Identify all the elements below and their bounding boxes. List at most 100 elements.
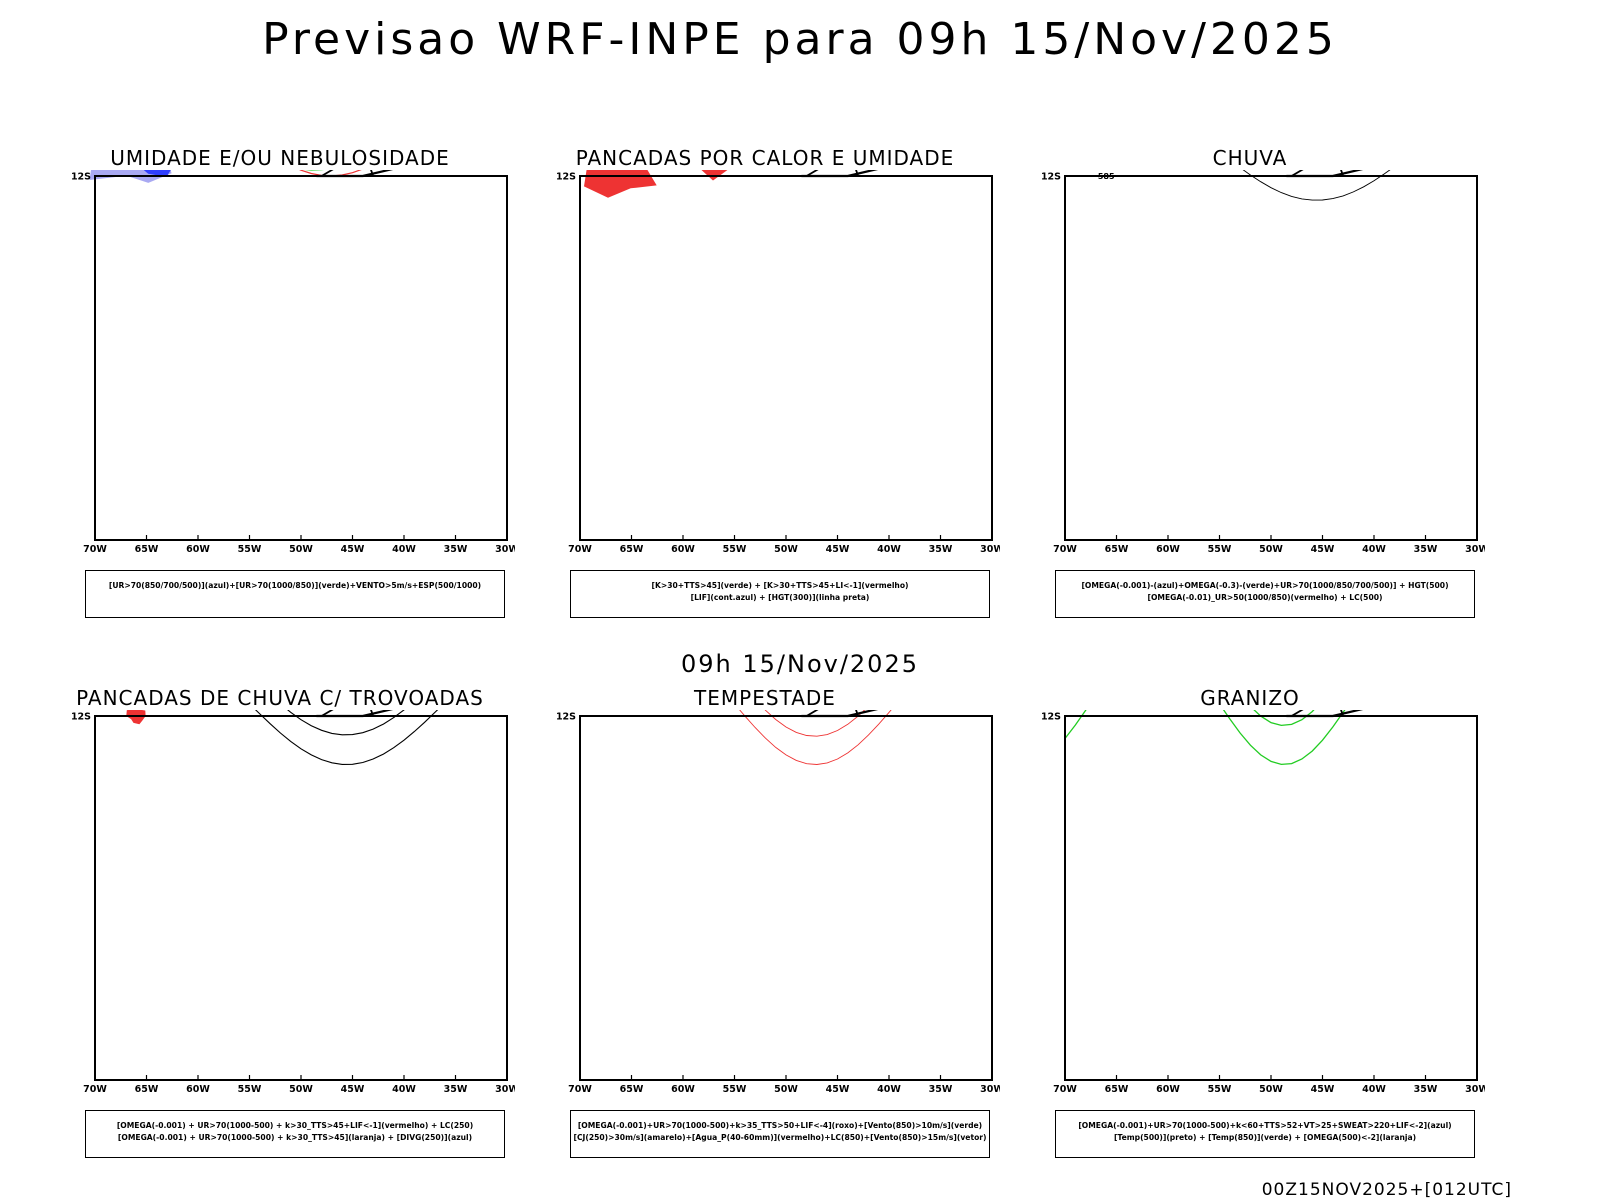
map-base	[95, 176, 507, 540]
lon-tick-label: 35W	[929, 544, 953, 555]
lon-tick-label: 30W	[495, 544, 515, 555]
lon-tick-label: 70W	[83, 1084, 107, 1095]
lc850-streamline	[764, 710, 866, 737]
storm-fields: 40504030	[739, 710, 892, 765]
panel-title: UMIDADE E/OU NEBULOSIDADE	[110, 146, 450, 170]
lon-tick-label: 65W	[620, 544, 644, 555]
map-background	[95, 716, 507, 1080]
map-base	[1065, 716, 1477, 1080]
legend-box: [OMEGA(-0.001)-(azul)+OMEGA(-0.3)-(verde…	[1055, 570, 1475, 618]
lon-tick-label: 55W	[238, 544, 262, 555]
map-background	[580, 176, 992, 540]
lon-tick-label: 45W	[1311, 544, 1335, 555]
lat-tick-label: 12S	[556, 172, 576, 183]
main-title: Previsao WRF-INPE para 09h 15/Nov/2025	[262, 14, 1338, 65]
map-tempestade[interactable]: 4050403012S15S18S21S24S27S30S33S36S39S42…	[530, 710, 1000, 1110]
map-umidade[interactable]: 10161012102010161008101212S15S18S21S24S2…	[45, 170, 515, 570]
hgt500-streamline	[1242, 170, 1391, 201]
legend-line: [OMEGA(-0.001) + UR>70(1000-500) + k>30_…	[116, 1121, 474, 1130]
map-frame: 12S15S18S21S24S27S30S33S36S39S42S70W65W6…	[71, 172, 515, 556]
legend-line: [LIF](cont.azul) + [HGT(300)](linha pret…	[690, 593, 870, 602]
lon-tick-label: 60W	[671, 1084, 695, 1095]
lon-tick-label: 35W	[929, 1084, 953, 1095]
thunder-red-area	[126, 710, 146, 725]
lon-tick-label: 30W	[980, 544, 1000, 555]
lc850-streamline	[739, 710, 892, 765]
lon-tick-label: 45W	[826, 544, 850, 555]
map-frame: 12S15S18S21S24S27S30S33S36S39S42S70W65W6…	[556, 712, 1000, 1096]
lon-tick-label: 55W	[1208, 1084, 1232, 1095]
lat-tick-label: 12S	[556, 712, 576, 723]
lon-tick-label: 60W	[671, 544, 695, 555]
lat-tick-label: 12S	[71, 712, 91, 723]
lon-tick-label: 50W	[774, 1084, 798, 1095]
map-pancadas-calor[interactable]: 96009520944093609520960012S15S18S21S24S2…	[530, 170, 1000, 570]
map-pancadas-trovoadas[interactable]: 12S15S18S21S24S27S30S33S36S39S42S70W65W6…	[45, 710, 515, 1110]
map-base	[580, 716, 992, 1080]
lon-tick-label: 60W	[1156, 544, 1180, 555]
map-chuva[interactable]: 58257957657357058512S15S18S21S24S27S30S3…	[1015, 170, 1485, 570]
legend-line: [OMEGA(-0.001)+UR>70(1000-500)+k<60+TTS>…	[1078, 1121, 1452, 1130]
legend-box: [UR>70(850/700/500)](azul)+[UR>70(1000/8…	[85, 570, 505, 618]
lat-tick-label: 12S	[1041, 172, 1061, 183]
lon-tick-label: 45W	[341, 1084, 365, 1095]
map-granizo[interactable]: 1215-121215-1512S15S18S21S24S27S30S33S36…	[1015, 710, 1485, 1110]
hail-fields: 1215-121215-15	[1064, 710, 1346, 766]
lon-tick-label: 70W	[1053, 544, 1077, 555]
thunderstorm-fields	[126, 710, 439, 765]
legend-line: [Temp(500)](preto) + [Temp(850)](verde) …	[1113, 1133, 1417, 1142]
legend-box: [OMEGA(-0.001)+UR>70(1000-500)+k>35_TTS>…	[570, 1110, 990, 1158]
thickness-contour	[299, 170, 362, 177]
legend-line: [OMEGA(-0.001) + UR>70(1000-500) + k>30_…	[117, 1133, 473, 1142]
lon-tick-label: 50W	[1259, 544, 1283, 555]
lon-tick-label: 65W	[1105, 544, 1129, 555]
lon-tick-label: 55W	[1208, 544, 1232, 555]
lon-tick-label: 55W	[238, 1084, 262, 1095]
legend-line: [UR>70(850/700/500)](azul)+[UR>70(1000/8…	[108, 581, 482, 590]
mid-date-label: 09h 15/Nov/2025	[680, 650, 919, 678]
lon-tick-label: 70W	[1053, 1084, 1077, 1095]
lat-tick-label: 12S	[71, 172, 91, 183]
lon-tick-label: 40W	[392, 544, 416, 555]
lc250-streamline	[254, 710, 439, 765]
lon-tick-label: 35W	[1414, 544, 1438, 555]
panel-title: PANCADAS DE CHUVA C/ TROVOADAS	[76, 686, 484, 710]
lon-tick-label: 35W	[444, 1084, 468, 1095]
map-background	[1065, 176, 1477, 540]
lon-tick-label: 35W	[444, 544, 468, 555]
panel-title: CHUVA	[1212, 146, 1288, 170]
lon-tick-label: 55W	[723, 1084, 747, 1095]
map-background	[580, 716, 992, 1080]
lon-tick-label: 30W	[980, 1084, 1000, 1095]
temp850-contour	[1064, 710, 1346, 766]
lon-tick-label: 50W	[774, 544, 798, 555]
map-frame: 12S15S18S21S24S27S30S33S36S39S42S70W65W6…	[71, 712, 515, 1096]
lc250-streamline	[287, 710, 405, 736]
lon-tick-label: 50W	[289, 544, 313, 555]
panel-title: GRANIZO	[1200, 686, 1300, 710]
lat-tick-label: 12S	[1041, 712, 1061, 723]
lon-tick-label: 70W	[83, 544, 107, 555]
map-base	[1065, 176, 1477, 540]
lon-tick-label: 40W	[1362, 544, 1386, 555]
lon-tick-label: 50W	[289, 1084, 313, 1095]
lon-tick-label: 30W	[1465, 1084, 1485, 1095]
legend-line: [OMEGA(-0.01)_UR>50(1000/850)(vermelho) …	[1147, 593, 1383, 602]
map-background	[1065, 716, 1477, 1080]
panel-umidade: UMIDADE E/OU NEBULOSIDADE 10161012102010…	[45, 146, 515, 626]
lon-tick-label: 65W	[135, 1084, 159, 1095]
lon-tick-label: 45W	[1311, 1084, 1335, 1095]
lon-tick-label: 45W	[341, 544, 365, 555]
map-base	[95, 716, 507, 1080]
lon-tick-label: 30W	[1465, 544, 1485, 555]
lon-tick-label: 40W	[877, 1084, 901, 1095]
map-frame: 12S15S18S21S24S27S30S33S36S39S42S70W65W6…	[1041, 172, 1485, 556]
legend-box: [OMEGA(-0.001) + UR>70(1000-500) + k>30_…	[85, 1110, 505, 1158]
legend-line: [K>30+TTS>45](verde) + [K>30+TTS>45+LI<-…	[651, 581, 909, 590]
panel-pancadas-calor: PANCADAS POR CALOR E UMIDADE 96009520944…	[530, 146, 1000, 626]
legend-line: [OMEGA(-0.001)-(azul)+OMEGA(-0.3)-(verde…	[1081, 581, 1449, 590]
legend-box: [K>30+TTS>45](verde) + [K>30+TTS>45+LI<-…	[570, 570, 990, 618]
panel-tempestade: TEMPESTADE 4050403012S15S18S21S24S27S30S…	[530, 686, 1000, 1166]
lon-tick-label: 55W	[723, 544, 747, 555]
lon-tick-label: 70W	[568, 1084, 592, 1095]
